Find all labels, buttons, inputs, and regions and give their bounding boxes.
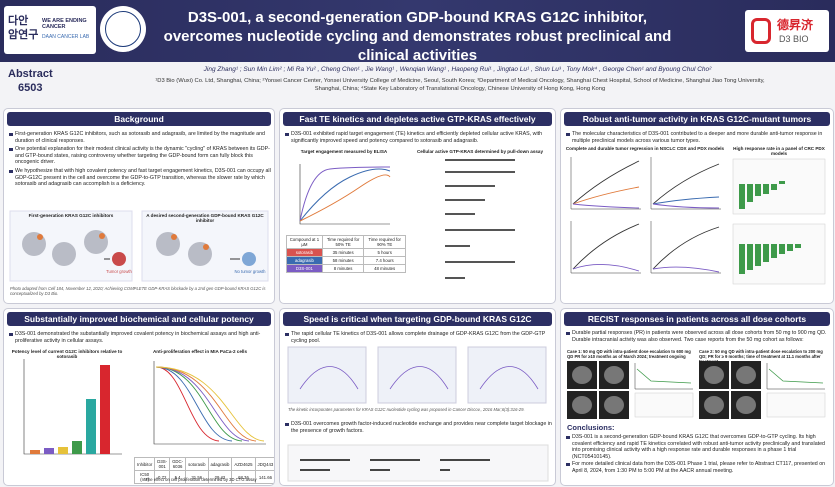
potency-figure — [23, 359, 266, 455]
label: No tumor growth — [234, 269, 266, 274]
bullet: The molecular characteristics of D3S-001… — [565, 131, 832, 144]
university-seal — [100, 6, 146, 52]
table-cell: JDQ443 — [254, 457, 274, 471]
table-cell: 0.72 — [154, 470, 171, 484]
bullet: The rapid cellular TE kinetics of D3S-00… — [284, 331, 553, 344]
bullet: First-generation KRAS G12C inhibitors, s… — [8, 131, 273, 144]
te-figure — [299, 159, 515, 279]
table-cell: 7.4 hours — [363, 256, 406, 265]
panel-title: Fast TE kinetics and depletes active GTP… — [283, 112, 552, 126]
subtitle: Anti-proliferation effect in MIA PaCa-2 … — [152, 349, 248, 354]
table-cell: D3S-001 — [286, 264, 323, 273]
table-cell: 48 minutes — [363, 264, 406, 273]
logo-mark — [751, 18, 771, 44]
panel-title: Robust anti-tumor activity in KRAS G12C-… — [564, 112, 830, 126]
bullet: D3S-001 is a second-generation GDP-bound… — [565, 434, 833, 460]
panel-title: Speed is critical when targeting GDP-bou… — [283, 312, 552, 326]
bullet: D3S-001 overcomes growth factor-induced … — [284, 421, 553, 434]
tumor-figure — [570, 157, 826, 285]
poster-title: D3S-001, a second-generation GDP-bound K… — [163, 9, 672, 64]
figure-caption: A desired second-generation GDP-bound KR… — [146, 213, 264, 223]
bullet: For more detailed clinical data from the… — [565, 461, 833, 474]
bullet: D3S-001 exhibited rapid target engagemen… — [284, 131, 553, 144]
recist-figure — [567, 361, 826, 419]
figure-caption: First-generation KRAS G12C inhibitors — [28, 213, 114, 218]
logo-left: 다안 암연구 WE ARE ENDING CANCER DAAN CANCER L… — [4, 6, 96, 54]
case-caption: Case 1: 50 mg QD with intra-patient dose… — [567, 349, 691, 359]
table-cell: adagrasib — [286, 256, 323, 265]
panel-title: Background — [7, 112, 271, 126]
panel-title: RECIST responses in patients across all … — [564, 312, 830, 326]
table-cell: AZD4625 — [231, 457, 256, 471]
subtitle: Complete and durable tumor regression in… — [565, 146, 725, 151]
te-table: Compound at 1 µM Time required for 50% TE… — [286, 235, 406, 273]
bullet: D3S-001 demonstrated the substantially i… — [8, 331, 273, 344]
subtitle: Cellular active GTP-KRAS determined by p… — [416, 149, 544, 154]
speed-figure — [287, 346, 549, 482]
logo-text: WE ARE ENDING CANCER — [42, 18, 87, 30]
table-cell: IC50 (nM) — [133, 470, 156, 484]
panel-recist: RECIST responses in patients across all … — [560, 308, 834, 486]
table-cell: D3S-001 — [154, 457, 171, 471]
table-cell: 35 minutes — [321, 248, 365, 257]
note: The kinetic incorporates parameters for … — [288, 407, 525, 412]
table-header: Compound at 1 µM — [286, 235, 323, 249]
logo-mark: 다안 암연구 — [8, 15, 39, 41]
table-header: Time required for 90% TE — [363, 235, 406, 249]
conclusions-title: Conclusions: — [567, 423, 615, 432]
panel-fast-te: Fast TE kinetics and depletes active GTP… — [279, 108, 556, 304]
ic50-table: Inhibitor D3S-001 GDC-6036 sotorasib adagras… — [133, 457, 274, 484]
table-header: Time required for 50% TE — [321, 235, 365, 249]
panel-potency: Substantially improved biochemical and c… — [3, 308, 275, 486]
table-cell: 58 minutes — [321, 256, 365, 265]
background-figure — [9, 210, 269, 282]
subtitle: High response rate in a panel of CRC PDX… — [733, 146, 825, 156]
logo-text: D3 BIO — [779, 34, 809, 44]
affiliations: ¹D3 Bio (Wuxi) Co. Ltd, Shanghai, China;… — [155, 78, 765, 92]
table-cell: 141.66 — [254, 470, 274, 484]
panel-speed: Speed is critical when targeting GDP-bou… — [279, 308, 556, 486]
table-cell: 31.56 — [185, 470, 209, 484]
table-cell: 8 minutes — [321, 264, 365, 273]
panel-anti-tumor: Robust anti-tumor activity in KRAS G12C-… — [560, 108, 834, 304]
table-cell: GDC-6036 — [169, 457, 187, 471]
panel-title: Substantially improved biochemical and c… — [7, 312, 271, 326]
caption: The effect on cell proliferation determi… — [145, 477, 257, 482]
abstract-label: Abstract — [8, 68, 53, 80]
table-cell: Inhibitor — [133, 457, 156, 471]
table-cell: 5 hours — [363, 248, 406, 257]
abstract-number: 6503 — [18, 82, 43, 94]
table-cell: sotorasib — [286, 248, 323, 257]
bullet: Durable partial responses (PR) in patien… — [565, 330, 832, 343]
subtitle: Potency level of current G12C inhibitors… — [11, 349, 123, 359]
bullet: One potential explanation for their mode… — [8, 146, 273, 166]
panel-background: Background First-generation KRAS G12C in… — [3, 108, 275, 304]
logo-text: 德昇济 — [777, 18, 814, 32]
table-cell: sotorasib — [185, 457, 209, 471]
label: Tumor growth — [106, 269, 132, 274]
table-cell: 68.36 — [231, 470, 256, 484]
logo-text: DAAN CANCER LAB — [42, 34, 90, 40]
authors: Jing Zhang¹ ; Sun Min Lim² ; Mi Ra Yu² ,… — [203, 66, 712, 73]
table-cell: adagrasib — [207, 457, 233, 471]
logo-right: 德昇济 D3 BIO — [745, 10, 829, 52]
bullet: We hypothesize that with high covalent p… — [8, 168, 273, 188]
subtitle: Target engagement measured by ELISA — [300, 149, 388, 154]
note: Photo adapted from Cell 184, November 12… — [10, 286, 266, 296]
